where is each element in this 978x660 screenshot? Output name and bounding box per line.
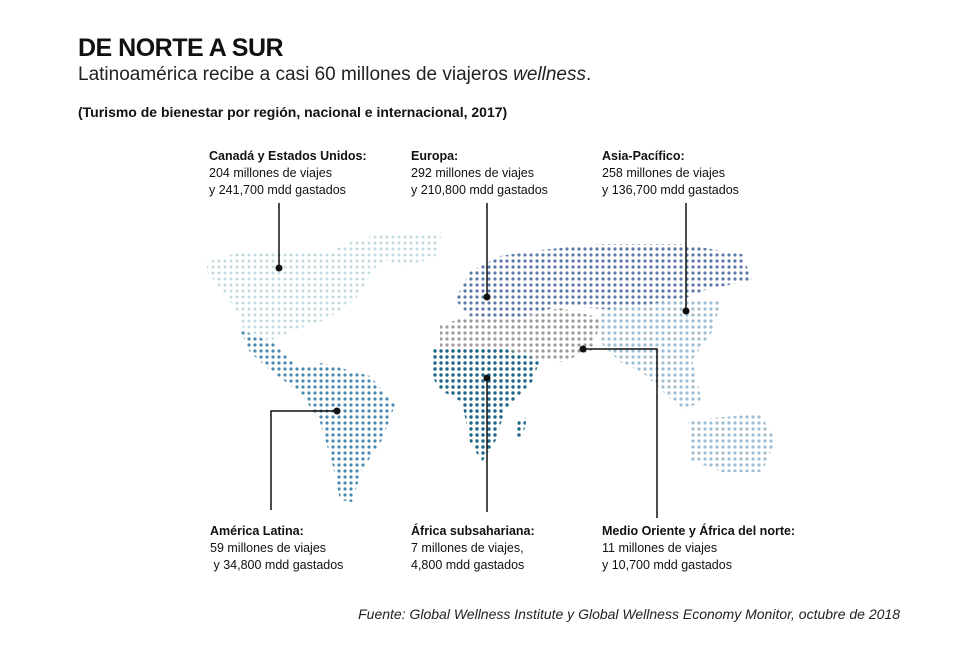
- region-trips: 7 millones de viajes,: [411, 541, 524, 555]
- region-asia-pacific: [600, 300, 776, 472]
- title: DE NORTE A SUR: [78, 34, 284, 62]
- region-spend: y 10,700 mdd gastados: [602, 558, 732, 572]
- label-middle-east-north-africa: Medio Oriente y África del norte: 11 mill…: [602, 523, 795, 574]
- leader-dots: [275, 264, 690, 415]
- region-middle-east-north-africa: [440, 308, 602, 362]
- subtitle-emphasis: wellness: [513, 64, 586, 85]
- region-trips: 258 millones de viajes: [602, 166, 725, 180]
- region-name: Canadá y Estados Unidos:: [209, 149, 367, 163]
- region-europe: [455, 244, 752, 318]
- label-latin-america: América Latina: 59 millones de viajes y 3…: [210, 523, 343, 574]
- leader-lines: [270, 203, 687, 518]
- region-spend: y 241,700 mdd gastados: [209, 183, 346, 197]
- region-name: África subsahariana:: [411, 524, 535, 538]
- label-canada-usa: Canadá y Estados Unidos: 204 millones de …: [209, 148, 367, 199]
- note: (Turismo de bienestar por región, nacion…: [78, 104, 508, 120]
- label-europe: Europa: 292 millones de viajes y 210,800 m…: [411, 148, 548, 199]
- region-trips: 59 millones de viajes: [210, 541, 327, 555]
- label-asia-pacific: Asia-Pacífico: 258 millones de viajes y 13…: [602, 148, 739, 199]
- region-name: América Latina:: [210, 524, 304, 538]
- region-trips: 204 millones de viajes: [209, 166, 332, 180]
- region-sub-saharan-africa: [432, 347, 540, 462]
- region-spend: y 136,700 mdd gastados: [602, 183, 739, 197]
- region-spend: y 34,800 mdd gastados: [210, 558, 344, 572]
- source-note: Fuente: Global Wellness Institute y Glob…: [358, 606, 900, 622]
- label-sub-saharan-africa: África subsahariana: 7 millones de viajes…: [411, 523, 535, 574]
- region-north-america: [207, 232, 442, 340]
- subtitle: Latinoamérica recibe a casi 60 millones …: [78, 64, 591, 86]
- region-trips: 11 millones de viajes: [602, 541, 718, 555]
- region-name: Europa:: [411, 149, 459, 163]
- subtitle-end: .: [585, 64, 592, 85]
- region-spend: y 210,800 mdd gastados: [411, 183, 548, 197]
- region-trips: 292 millones de viajes: [411, 166, 534, 180]
- region-latin-america: [240, 330, 395, 502]
- region-spend: 4,800 mdd gastados: [411, 558, 525, 572]
- region-name: Asia-Pacífico:: [602, 149, 685, 163]
- region-name: Medio Oriente y África del norte:: [602, 524, 796, 538]
- subtitle-text: Latinoamérica recibe a casi 60 millones …: [78, 64, 514, 85]
